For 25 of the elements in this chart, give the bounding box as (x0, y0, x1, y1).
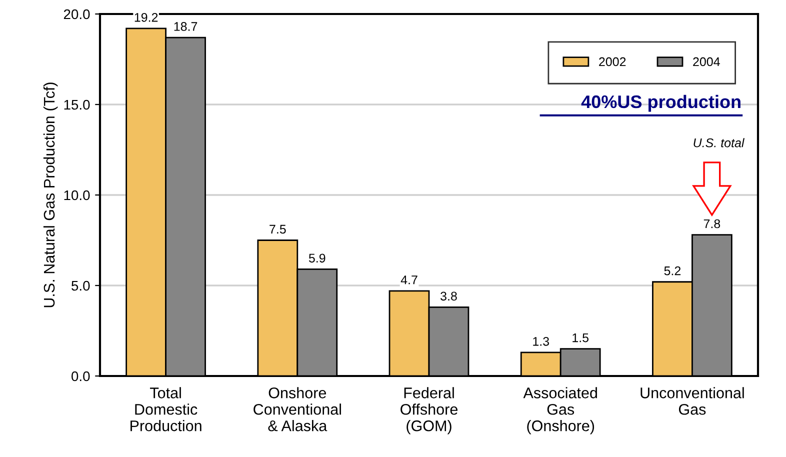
y-tick-label: 0.0 (72, 371, 90, 382)
annotation: 40%US production (581, 94, 740, 112)
legend-label: 2002 (599, 57, 626, 66)
legend-label: 2004 (693, 57, 720, 66)
data-label: 7.5 (270, 224, 286, 234)
x-tick-label: Onshore Conventional & Alaska (254, 387, 341, 432)
data-label: 19.2 (134, 12, 158, 22)
data-label: 3.8 (440, 292, 457, 301)
data-label: 5.2 (664, 266, 681, 276)
x-tick-label: Federal Offshore (GOM) (400, 387, 458, 434)
y-axis-title: U.S. Natural Gas Production (Tcf) (43, 82, 58, 308)
data-label: 1.5 (572, 333, 589, 342)
y-tick-label: 5.0 (72, 280, 90, 291)
data-label: 4.7 (400, 276, 418, 284)
data-label: 5.9 (308, 254, 326, 263)
y-tick-label: 15.0 (64, 100, 90, 110)
data-label: 18.7 (174, 22, 198, 31)
annotation: U.S. total (694, 138, 745, 148)
y-tick-label: 20.0 (64, 9, 90, 20)
y-tick-label: 10.0 (64, 190, 90, 200)
x-tick-label: Unconventional Gas (640, 387, 744, 415)
x-tick-label: Associated Gas (Onshore) (523, 387, 597, 434)
data-label: 1.3 (533, 336, 549, 346)
x-tick-label: Total Domestic Production (130, 387, 202, 432)
data-label: 7.8 (704, 219, 720, 228)
